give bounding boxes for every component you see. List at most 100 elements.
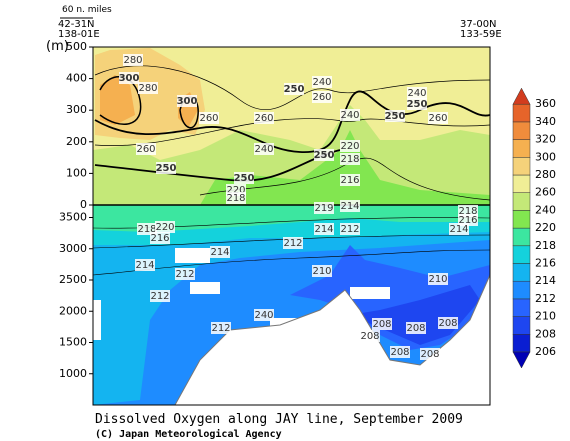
contour-label: 250 bbox=[284, 84, 305, 95]
contour-label-bg bbox=[340, 200, 360, 212]
contour-label: 219 bbox=[314, 203, 333, 214]
contour-label: 260 bbox=[312, 92, 331, 103]
start-lat: 42-31N bbox=[58, 19, 95, 30]
contour-label: 212 bbox=[175, 269, 194, 280]
contour-label-bg bbox=[150, 232, 170, 244]
end-lon: 133-59E bbox=[460, 29, 502, 40]
colorbar-cell bbox=[512, 280, 531, 300]
colorbar-label: 218 bbox=[535, 239, 556, 252]
contour-label: 280 bbox=[123, 55, 142, 66]
contour-label: 300 bbox=[177, 96, 198, 107]
contour-label: 208 bbox=[438, 318, 457, 329]
contour-label: 208 bbox=[360, 331, 379, 342]
colorbar-label: 214 bbox=[535, 274, 556, 287]
contour-label-bg bbox=[390, 346, 410, 358]
contour-fill bbox=[93, 205, 490, 232]
contour-label: 300 bbox=[119, 73, 140, 84]
contour-label-bg bbox=[407, 98, 427, 110]
contour-fill bbox=[93, 105, 490, 205]
contour-label: 260 bbox=[428, 113, 447, 124]
contour-label-bg bbox=[136, 143, 156, 155]
contour-label-bg bbox=[340, 153, 360, 165]
colorbar-label: 206 bbox=[535, 345, 556, 358]
contour-label-bg bbox=[438, 317, 458, 329]
colorbar-cell bbox=[512, 157, 531, 176]
contour-label: 220 bbox=[155, 222, 174, 233]
contour-label: 212 bbox=[283, 238, 302, 249]
colorbar-label: 212 bbox=[535, 292, 556, 305]
contour-label-bg bbox=[155, 221, 175, 233]
contour-label-bg bbox=[340, 174, 360, 186]
sea-floor bbox=[93, 275, 490, 405]
contour-fill bbox=[200, 130, 490, 205]
contour-label-bg bbox=[340, 223, 360, 235]
contour-label-bg bbox=[407, 87, 427, 99]
y-axis-label: (m) bbox=[46, 39, 69, 54]
colorbar-cell bbox=[512, 316, 531, 335]
contour-label-bg bbox=[449, 223, 469, 235]
plot-frame bbox=[92, 46, 491, 406]
contour-label-bg bbox=[360, 330, 380, 342]
y-tick-label: 200 bbox=[66, 135, 87, 148]
colorbar-cell bbox=[512, 174, 531, 193]
contour-label-bg bbox=[135, 259, 155, 271]
y-tick-label: 3500 bbox=[59, 211, 87, 224]
colorbar-cell bbox=[512, 334, 531, 353]
colorbar-cell bbox=[512, 192, 531, 211]
contour-fill bbox=[100, 75, 135, 125]
contour-label: 210 bbox=[428, 274, 447, 285]
contour-label-bg bbox=[428, 112, 448, 124]
contour-label: 218 bbox=[340, 154, 359, 165]
contour-label: 214 bbox=[210, 247, 229, 258]
contour-label-bg bbox=[254, 143, 274, 155]
y-tick-label: 300 bbox=[66, 103, 87, 116]
contour-label-bg bbox=[254, 112, 274, 124]
credit: (C) Japan Meteorological Agency bbox=[95, 428, 282, 440]
y-tick-label: 400 bbox=[66, 72, 87, 85]
colorbar-extend-high bbox=[512, 87, 531, 105]
colorbar-label: 320 bbox=[535, 133, 556, 146]
colorbar-cell bbox=[512, 103, 531, 123]
colorbar-cell bbox=[512, 121, 531, 140]
contour-label: 216 bbox=[458, 215, 477, 226]
contour-label-bg bbox=[385, 110, 405, 122]
contour-label: 208 bbox=[420, 349, 439, 360]
contour-label-bg bbox=[283, 237, 303, 249]
contour-label: 240 bbox=[340, 110, 359, 121]
end-lat: 37-00N bbox=[460, 19, 497, 30]
contour-label-bg bbox=[150, 290, 170, 302]
contour-label: 212 bbox=[340, 224, 359, 235]
start-lon: 138-01E bbox=[58, 29, 100, 40]
contour-label: 208 bbox=[372, 319, 391, 330]
colorbar-extend-low bbox=[512, 351, 531, 369]
colorbar-cell bbox=[512, 210, 531, 229]
contour-label: 250 bbox=[314, 150, 335, 161]
y-tick-label: 1500 bbox=[59, 336, 87, 349]
colorbar-label: 220 bbox=[535, 221, 556, 234]
contour-label: 260 bbox=[199, 113, 218, 124]
colorbar-label: 300 bbox=[535, 150, 556, 163]
contour-label: 214 bbox=[135, 260, 154, 271]
contour-label-bg bbox=[312, 265, 332, 277]
contour-label-bg bbox=[314, 149, 334, 161]
contour-line bbox=[94, 65, 491, 111]
contour-label: 212 bbox=[211, 323, 230, 334]
contour-label: 220 bbox=[226, 185, 245, 196]
colorbar-cell bbox=[512, 227, 531, 247]
contour-line bbox=[94, 149, 341, 182]
colorbar-label: 240 bbox=[535, 203, 556, 216]
contour-label-bg bbox=[340, 109, 360, 121]
contour-label-bg bbox=[199, 112, 219, 124]
contour-label: 280 bbox=[138, 83, 157, 94]
contour-label: 216 bbox=[150, 233, 169, 244]
colorbar-cell bbox=[512, 245, 531, 264]
contour-label: 260 bbox=[136, 144, 155, 155]
contour-label: 212 bbox=[150, 291, 169, 302]
contour-label: 240 bbox=[254, 144, 273, 155]
colorbar-cell bbox=[512, 263, 531, 282]
contour-label: 250 bbox=[156, 163, 177, 174]
no-data bbox=[175, 248, 210, 263]
contour-label-bg bbox=[226, 192, 246, 204]
y-tick-label: 100 bbox=[66, 166, 87, 179]
